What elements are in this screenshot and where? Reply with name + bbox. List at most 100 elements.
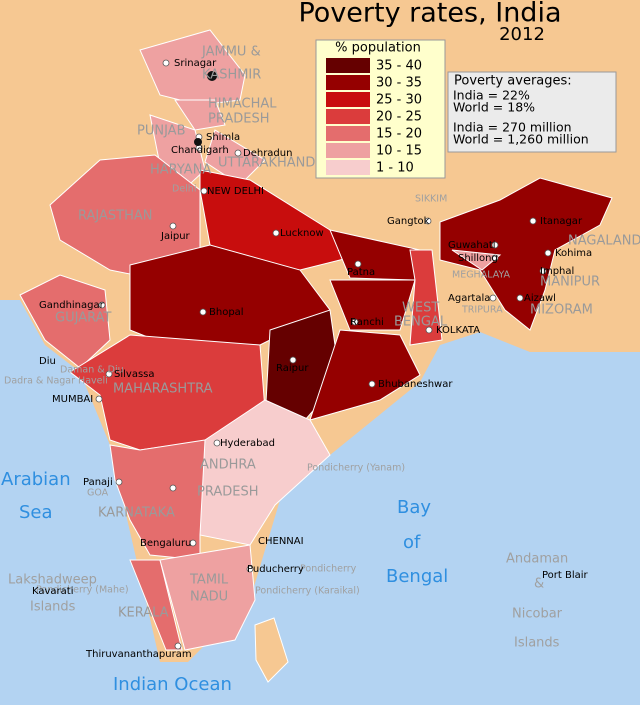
city-label: Imphal — [540, 266, 574, 277]
region-label: MEGHALAYA — [452, 270, 511, 281]
legend-swatch — [326, 58, 370, 73]
region-label: Pondicherry — [300, 564, 357, 575]
legend-swatch — [326, 109, 370, 124]
region-label: HARYANA — [150, 163, 211, 178]
legend-title: % population — [335, 41, 421, 56]
city-label: Diu — [39, 356, 56, 367]
city-marker — [516, 294, 524, 302]
city-marker — [491, 254, 499, 262]
region-label: WEST — [402, 301, 439, 316]
city-label: Aizawl — [524, 293, 556, 304]
region-label: GUJARAT — [55, 311, 111, 326]
region-label: TRIPURA — [461, 305, 503, 316]
legend-swatch — [326, 75, 370, 90]
average-line: World = 18% — [453, 100, 535, 115]
water-label: Sea — [19, 502, 53, 523]
water-label: Bay — [397, 497, 431, 518]
region-label: GOA — [87, 488, 109, 499]
region-label: MAHARASHTRA — [113, 382, 213, 397]
legend-label: 20 - 25 — [376, 110, 422, 125]
city-marker — [98, 301, 106, 309]
region — [139, 29, 246, 106]
city-label: Raipur — [276, 363, 309, 374]
region — [439, 177, 613, 331]
city-marker — [194, 138, 202, 146]
region — [129, 559, 183, 651]
sri-lanka — [254, 617, 289, 683]
city-marker — [272, 229, 280, 237]
region-label: NADU — [190, 590, 228, 605]
city-marker — [289, 356, 297, 364]
legend-swatch — [326, 126, 370, 141]
region-label: UTTARAKHAND — [218, 156, 315, 171]
legend-swatch — [326, 143, 370, 158]
region-label: Delhi — [172, 184, 196, 195]
city-marker — [491, 241, 499, 249]
city-marker — [544, 249, 552, 257]
city-label: Bengaluru — [140, 538, 191, 549]
legend-label: 15 - 20 — [376, 127, 422, 142]
city-label: Agartala — [448, 293, 490, 304]
city-label: Jaipur — [160, 231, 191, 242]
city-label: Shillong — [458, 253, 498, 264]
city-marker — [169, 484, 177, 492]
city-label: Gandhinagar — [39, 300, 105, 311]
region-label: TAMIL — [189, 573, 229, 588]
city-label: Kavarati — [32, 586, 74, 597]
average-line: India = 22% — [453, 88, 530, 103]
city-marker — [213, 439, 221, 447]
city-marker — [539, 267, 547, 275]
legend-label: 10 - 15 — [376, 144, 422, 159]
legend-label: 35 - 40 — [376, 59, 422, 74]
region-label: MANIPUR — [540, 275, 600, 290]
water-label: of — [403, 532, 421, 553]
city-label: Panaji — [83, 477, 113, 488]
city-marker — [424, 217, 432, 225]
region-label: ANDHRA — [200, 458, 256, 473]
water-label: Islands — [514, 636, 560, 651]
city-label: Puducherry — [247, 564, 304, 575]
city-label: Guwahati — [448, 240, 496, 251]
water-label: Indian Ocean — [113, 674, 232, 695]
legend-label: 30 - 35 — [376, 76, 422, 91]
legend-swatch — [326, 160, 370, 175]
map-year: 2012 — [499, 24, 545, 45]
region-label: Pondicherry (Karaikal) — [255, 586, 360, 597]
city-label: NEW DELHI — [207, 186, 264, 197]
region-label: PRADESH — [197, 485, 259, 500]
city-marker — [207, 71, 217, 81]
city-label: Gangtok — [387, 216, 430, 227]
city-marker — [425, 326, 433, 334]
city-marker — [529, 217, 537, 225]
water-label: Arabian — [1, 469, 71, 490]
region-label: MIZORAM — [530, 303, 593, 318]
city-label: Srinagar — [174, 58, 217, 69]
water-label: Lakshadweep — [8, 573, 97, 588]
region-label: SIKKIM — [415, 194, 447, 205]
city-marker — [105, 370, 113, 378]
city-label: Shimla — [206, 132, 240, 143]
city-label: CHENNAI — [258, 536, 304, 547]
region — [409, 249, 443, 346]
city-label: Ranchi — [350, 317, 384, 328]
region-label: KASHMIR — [202, 68, 261, 83]
city-marker — [95, 395, 103, 403]
water-label: Bengal — [386, 566, 448, 587]
region — [329, 279, 416, 331]
city-label: Itanagar — [540, 216, 583, 227]
city-label: Port Blair — [542, 570, 589, 581]
region — [174, 99, 226, 131]
city-label: Hyderabad — [220, 438, 275, 449]
water-label: Andaman — [506, 552, 568, 567]
water-label: Islands — [30, 600, 76, 615]
average-line: World = 1,260 million — [453, 132, 589, 147]
city-marker — [169, 222, 177, 230]
region-label: PUNJAB — [137, 124, 186, 139]
region-label: Dadra & Nagar Haveli — [4, 376, 108, 387]
city-marker — [174, 642, 182, 650]
region-label: Pondicherry (Yanam) — [307, 463, 405, 474]
ocean — [0, 300, 640, 705]
city-label: KOLKATA — [436, 325, 480, 336]
city-marker — [162, 59, 170, 67]
region-label: HIMACHAL — [208, 97, 277, 112]
